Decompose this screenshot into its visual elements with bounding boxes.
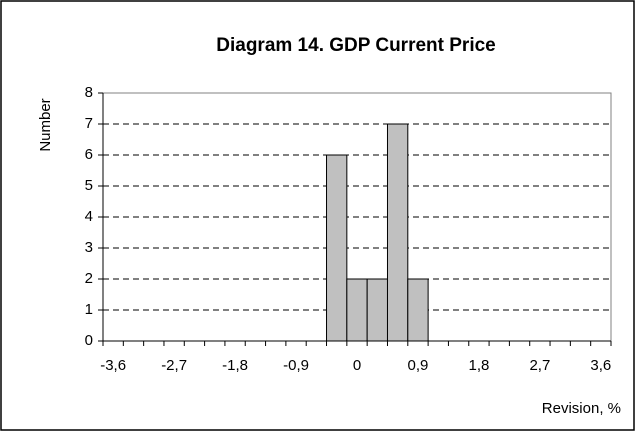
y-axis-label: Number (37, 98, 54, 151)
x-axis-label: Revision, % (542, 400, 621, 417)
y-tick-label: 0 (85, 332, 93, 349)
x-tick-label: -1,8 (222, 357, 248, 374)
bar (407, 278, 429, 342)
y-tick-label: 8 (85, 84, 93, 101)
x-tick-label: 3,6 (590, 357, 611, 374)
bar (366, 278, 388, 342)
y-tick-label: 6 (85, 146, 93, 163)
x-tick-label: 1,8 (468, 357, 489, 374)
bar (386, 123, 409, 342)
x-tick-label: -2,7 (161, 357, 187, 374)
y-tick-label: 4 (85, 208, 93, 225)
x-tick-label: -0,9 (283, 357, 309, 374)
y-tick-label: 7 (85, 115, 93, 132)
y-tick-label: 5 (85, 177, 93, 194)
y-tick-label: 2 (85, 270, 93, 287)
chart-title: Diagram 14. GDP Current Price (216, 35, 495, 56)
x-tick-label: -3,6 (100, 357, 126, 374)
y-tick-label: 1 (85, 301, 93, 318)
x-tick-label: 2,7 (529, 357, 550, 374)
x-tick-label: 0 (353, 357, 361, 374)
bar (346, 278, 368, 342)
y-tick-label: 3 (85, 239, 93, 256)
x-tick-label: 0,9 (408, 357, 429, 374)
bar (326, 154, 348, 342)
